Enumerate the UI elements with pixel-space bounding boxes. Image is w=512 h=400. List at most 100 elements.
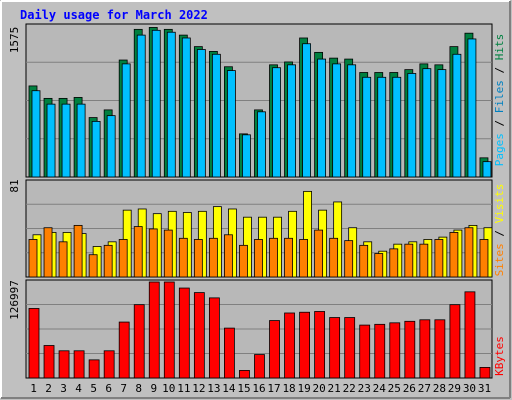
top-bar-files-day-2 <box>46 103 56 178</box>
bottom-bar-kbytes-day-2 <box>43 345 55 379</box>
top-bar-files-day-26 <box>407 73 417 178</box>
x-tick-label-day-27: 27 <box>418 382 431 395</box>
x-tick-label-day-14: 14 <box>222 382 236 395</box>
middle-bar-sites-day-3 <box>58 241 68 278</box>
top-bar-files-day-28 <box>437 69 447 178</box>
middle-bar-sites-day-15 <box>239 244 248 278</box>
middle-bar-sites-day-8 <box>133 226 143 278</box>
bottom-bar-kbytes-day-14 <box>224 327 235 379</box>
y-max-label-bottom: 126997 <box>8 280 21 320</box>
middle-bar-sites-day-27 <box>419 243 429 278</box>
bottom-bar-kbytes-day-29 <box>449 304 461 379</box>
legend-top: Pages / Files / Hits <box>493 34 506 167</box>
x-tick-label-day-31: 31 <box>478 382 491 395</box>
middle-bar-sites-day-17 <box>269 237 278 278</box>
bottom-bar-kbytes-day-9 <box>148 281 160 379</box>
top-bar-files-day-19 <box>302 43 311 178</box>
middle-bar-sites-day-31 <box>479 239 489 278</box>
bottom-bar-kbytes-day-13 <box>208 297 220 379</box>
middle-bar-sites-day-13 <box>208 237 218 278</box>
x-tick-label-day-21: 21 <box>328 382 341 395</box>
svg-text:Sites / Visits: Sites / Visits <box>493 184 506 277</box>
middle-bar-sites-day-30 <box>464 227 474 278</box>
y-max-label-top: 1575 <box>8 27 21 54</box>
middle-bar-sites-day-10 <box>163 229 173 278</box>
top-bar-files-day-29 <box>452 53 462 178</box>
top-bar-files-day-17 <box>272 67 281 178</box>
x-tick-label-day-9: 9 <box>150 382 157 395</box>
x-tick-label-day-26: 26 <box>403 382 416 395</box>
top-bar-files-day-13 <box>211 53 221 178</box>
svg-text:Pages / Files / Hits: Pages / Files / Hits <box>493 34 506 167</box>
x-tick-label-day-29: 29 <box>448 382 461 395</box>
middle-bar-sites-day-20 <box>314 229 324 278</box>
legend-sites: Sites <box>493 243 506 276</box>
middle-bar-sites-day-26 <box>404 243 414 278</box>
top-bar-files-day-18 <box>287 64 296 178</box>
bottom-bar-kbytes-day-4 <box>73 350 85 379</box>
middle-bar-sites-day-16 <box>254 239 263 278</box>
x-tick-label-day-7: 7 <box>120 382 127 395</box>
x-tick-label-day-18: 18 <box>282 382 295 395</box>
bottom-bar-kbytes-day-26 <box>404 320 416 379</box>
x-tick-label-day-17: 17 <box>267 382 280 395</box>
top-bar-files-day-5 <box>91 120 101 178</box>
x-tick-label-day-2: 2 <box>45 382 52 395</box>
bottom-bar-kbytes-day-7 <box>118 321 130 379</box>
top-bar-files-day-24 <box>377 76 387 178</box>
middle-bar-sites-day-19 <box>299 239 308 278</box>
middle-bar-sites-day-9 <box>148 228 158 278</box>
x-tick-label-day-13: 13 <box>207 382 220 395</box>
middle-bar-sites-day-28 <box>434 239 444 278</box>
top-bar-files-day-12 <box>196 49 206 178</box>
x-tick-label-day-22: 22 <box>343 382 356 395</box>
bottom-bar-kbytes-day-16 <box>254 354 265 379</box>
legend-hits: Hits <box>493 34 506 61</box>
middle-bar-sites-day-29 <box>449 232 459 278</box>
panel-hits-files-pages <box>25 23 493 178</box>
x-tick-label-day-12: 12 <box>192 382 205 395</box>
bottom-bar-kbytes-day-8 <box>133 304 145 379</box>
bottom-bar-kbytes-day-17 <box>269 320 280 379</box>
middle-bar-sites-day-25 <box>389 248 399 278</box>
middle-bar-sites-day-5 <box>88 254 98 278</box>
top-bar-files-day-8 <box>136 34 146 178</box>
bottom-bar-kbytes-day-23 <box>359 324 371 379</box>
bottom-bar-kbytes-day-15 <box>239 370 250 379</box>
top-bar-files-day-27 <box>422 68 432 178</box>
middle-bar-sites-day-2 <box>43 227 53 278</box>
bottom-bar-kbytes-day-3 <box>58 350 70 379</box>
top-bar-files-day-15 <box>242 134 251 178</box>
x-tick-label-day-8: 8 <box>135 382 142 395</box>
bottom-bar-kbytes-day-10 <box>163 281 175 379</box>
x-tick-label-day-15: 15 <box>237 382 250 395</box>
legend-bottom: KBytes <box>493 336 506 376</box>
legend-middle: Sites / Visits <box>493 184 506 277</box>
bottom-bar-kbytes-day-27 <box>419 319 431 379</box>
bottom-bar-kbytes-day-12 <box>193 292 205 379</box>
top-bar-files-day-23 <box>362 76 372 178</box>
top-bar-files-day-31 <box>482 161 492 178</box>
middle-bar-sites-day-18 <box>284 237 293 278</box>
panel-visits-sites <box>25 179 493 278</box>
legend-pages: Pages <box>493 133 506 166</box>
x-tick-label-day-3: 3 <box>60 382 67 395</box>
top-bar-files-day-14 <box>227 70 236 178</box>
x-tick-label-day-30: 30 <box>463 382 476 395</box>
legend-files: Files <box>493 80 506 113</box>
x-tick-label-day-6: 6 <box>105 382 112 395</box>
bottom-bar-kbytes-day-20 <box>314 311 326 379</box>
middle-bar-sites-day-6 <box>103 244 113 278</box>
x-tick-label-day-28: 28 <box>433 382 446 395</box>
x-tick-label-day-5: 5 <box>90 382 97 395</box>
top-bar-files-day-9 <box>151 29 161 178</box>
x-tick-label-day-25: 25 <box>388 382 401 395</box>
top-bar-files-day-22 <box>347 64 357 178</box>
x-tick-label-day-1: 1 <box>30 382 37 395</box>
panel-kbytes <box>25 279 493 379</box>
middle-bar-sites-day-11 <box>178 237 188 278</box>
bottom-bar-kbytes-day-22 <box>344 317 356 379</box>
top-bar-files-day-10 <box>166 31 176 178</box>
